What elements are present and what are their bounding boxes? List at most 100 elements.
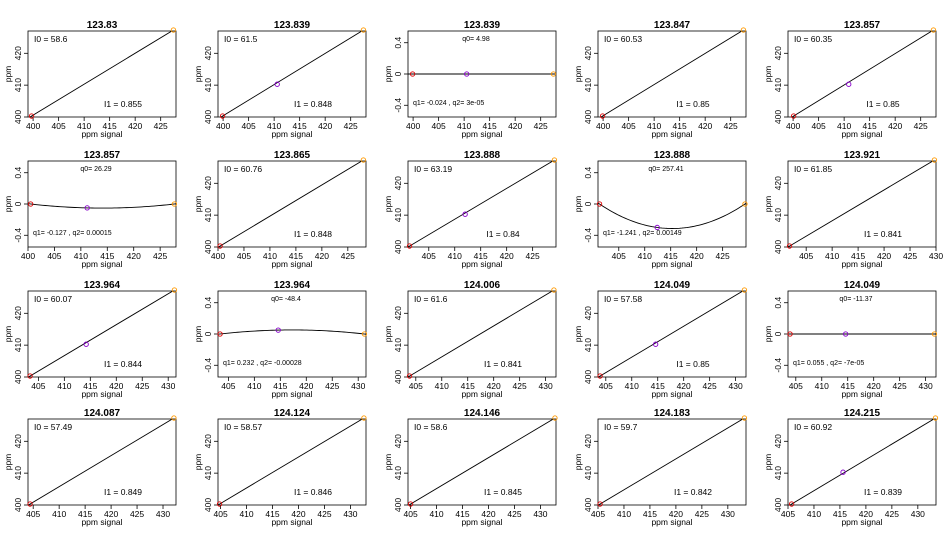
y-tick-label: 0	[773, 331, 783, 336]
x-tick-label: 410	[74, 251, 88, 261]
x-axis-label: ppm signal	[81, 129, 122, 139]
x-tick-label: 425	[914, 121, 928, 131]
x-tick-label: 420	[888, 121, 902, 131]
y-tick-label: 400	[393, 370, 403, 384]
annotation-i0: I0 = 60.35	[794, 34, 832, 44]
data-point	[462, 211, 468, 217]
panel-14: 124.049 405 410 415 420 425 430 ppm signal 400 41…	[573, 280, 748, 399]
plot-box	[787, 160, 937, 248]
y-axis-label: ppm	[3, 196, 13, 213]
plot-box	[27, 418, 177, 506]
x-tick-label: 405	[237, 251, 251, 261]
x-tick-label: 410	[625, 381, 639, 391]
data-point	[790, 113, 797, 119]
y-tick-label: 400	[773, 110, 783, 124]
data-point	[742, 201, 748, 207]
x-tick-label: 430	[721, 509, 735, 519]
x-tick-label: 415	[83, 381, 97, 391]
x-tick-label: 420	[877, 251, 891, 261]
y-tick-label: 400	[773, 498, 783, 512]
y-tick-label: 410	[583, 78, 593, 92]
x-tick-label: 405	[599, 381, 613, 391]
x-tick-label: 420	[127, 251, 141, 261]
data-point	[409, 71, 416, 77]
panel-title: 123.921	[844, 150, 881, 161]
annotation-q1-q2: q1= 0.232 , q2= -0.00028	[223, 360, 302, 367]
panel-16: 124.087 405 410 415 420 425 430 ppm signal 400 41…	[3, 408, 177, 527]
annotation-i0: I0 = 57.58	[604, 294, 642, 304]
x-tick-label: 430	[161, 381, 175, 391]
data-point	[846, 81, 852, 87]
x-tick-label: 425	[317, 509, 331, 519]
data-point	[360, 157, 367, 163]
y-tick-label: 0	[13, 201, 23, 206]
y-tick-label: 400	[773, 240, 783, 254]
panel-1: 123.83 400 405 410 415 420 425 ppm signal 400 410…	[3, 20, 177, 139]
y-axis-label: ppm	[193, 66, 203, 83]
x-tick-label: 415	[841, 381, 855, 391]
x-tick-label: 415	[483, 121, 497, 131]
data-point	[406, 243, 413, 249]
x-tick-label: 410	[448, 251, 462, 261]
annotation-i1: I1 = 0.855	[104, 99, 142, 109]
x-tick-label: 420	[698, 121, 712, 131]
y-axis-label: ppm	[763, 196, 773, 213]
data-point	[219, 113, 226, 119]
x-tick-label: 420	[318, 121, 332, 131]
x-tick-label: 400	[786, 121, 800, 131]
x-tick-label: 425	[135, 381, 149, 391]
y-axis-label: ppm	[573, 66, 583, 83]
data-point	[171, 287, 178, 293]
panel-title: 124.124	[274, 408, 311, 419]
y-tick-label: 0.4	[13, 167, 23, 179]
data-point	[216, 501, 223, 507]
x-axis-label: ppm signal	[461, 389, 502, 399]
panel-2: 123.839 400 405 410 415 420 425 ppm signal 400 41…	[193, 20, 367, 139]
x-tick-label: 425	[885, 509, 899, 519]
y-tick-label: 420	[393, 306, 403, 320]
x-tick-label: 420	[128, 121, 142, 131]
x-axis-label: ppm signal	[271, 259, 312, 269]
linear-fit-line	[598, 419, 744, 505]
x-tick-label: 405	[221, 381, 235, 391]
plot-box	[597, 418, 747, 506]
plot-box	[27, 30, 177, 118]
x-tick-label: 425	[154, 121, 168, 131]
data-point	[552, 415, 558, 421]
data-point	[786, 243, 793, 249]
panel-title: 124.049	[654, 280, 691, 291]
annotation-i1: I1 = 0.848	[294, 99, 332, 109]
x-tick-label: 405	[422, 251, 436, 261]
x-tick-label: 410	[435, 381, 449, 391]
data-point	[550, 71, 557, 77]
panel-title: 124.049	[844, 280, 881, 291]
panel-18: 124.146 405 410 415 420 425 430 ppm signal 400 41…	[383, 408, 558, 527]
x-tick-label: 425	[325, 381, 339, 391]
linear-fit-line	[28, 419, 174, 505]
annotation-q1-q2: q1= -0.127 , q2= 0.00015	[33, 230, 112, 237]
x-axis-label: ppm signal	[651, 389, 692, 399]
x-tick-label: 425	[716, 251, 730, 261]
data-point	[27, 201, 34, 207]
annotation-i0: I0 = 61.6	[414, 294, 448, 304]
data-point	[464, 71, 470, 77]
data-point	[360, 27, 367, 33]
x-tick-label: 405	[622, 121, 636, 131]
data-point	[842, 331, 849, 337]
panel-title: 124.006	[464, 280, 501, 291]
y-tick-label: 420	[13, 434, 23, 448]
y-axis-label: ppm	[573, 454, 583, 471]
y-axis-label: ppm	[763, 326, 773, 343]
y-tick-label: 410	[773, 78, 783, 92]
x-tick-label: 400	[406, 121, 420, 131]
linear-fit-line	[789, 419, 935, 505]
data-point	[931, 157, 938, 163]
annotation-i0: I0 = 63.19	[414, 164, 452, 174]
data-point	[84, 205, 90, 211]
y-axis-label: ppm	[763, 454, 773, 471]
x-tick-label: 415	[461, 381, 475, 391]
data-point	[27, 373, 33, 379]
x-tick-label: 425	[703, 381, 717, 391]
plot-box	[217, 160, 367, 248]
linear-fit-line	[408, 419, 555, 505]
